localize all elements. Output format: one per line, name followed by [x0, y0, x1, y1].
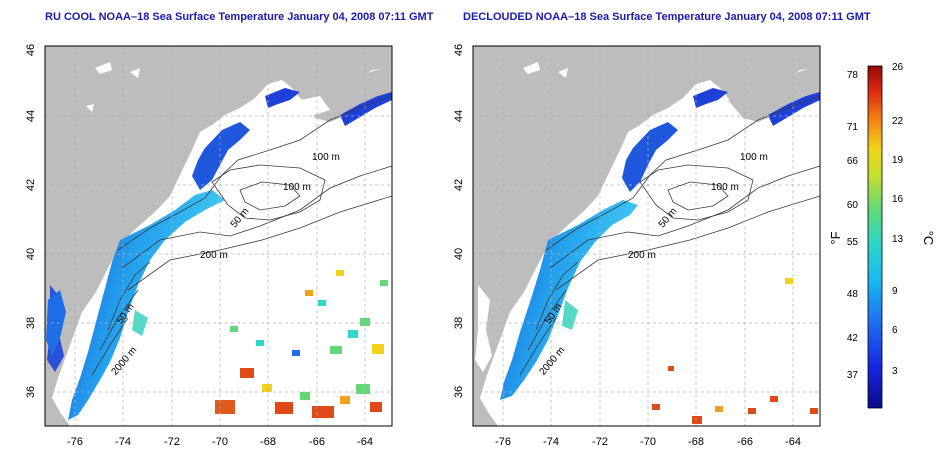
y-tick-label: 40 [25, 248, 37, 260]
fahrenheit-tick: 42 [847, 333, 859, 344]
sst-noise-patches [652, 278, 818, 424]
right-graticule [473, 46, 820, 426]
y-tick-label: 44 [453, 110, 465, 122]
left-map-panel: 100 m 100 m 50 m 200 m 50 m 2000 m -76 -… [25, 44, 393, 448]
fahrenheit-tick: 55 [847, 237, 859, 248]
colorbar-fahrenheit-ticks: 78 71 66 60 55 48 42 37 [847, 70, 859, 381]
sst-noise-patches [215, 270, 388, 418]
y-tick-label: 38 [453, 317, 465, 329]
celsius-tick: 3 [892, 366, 898, 377]
colorbar-celsius-ticks: 26 22 19 16 13 9 6 3 [892, 62, 904, 377]
celsius-tick: 6 [892, 325, 898, 336]
land-mass [473, 46, 820, 426]
sst-shelf-water [500, 200, 638, 400]
y-tick-label: 36 [453, 386, 465, 398]
x-tick-label: -76 [67, 436, 83, 448]
x-tick-label: -72 [592, 436, 608, 448]
fahrenheit-tick: 78 [847, 70, 859, 81]
fahrenheit-tick: 48 [847, 289, 859, 300]
x-tick-label: -70 [640, 436, 656, 448]
y-tick-label: 46 [25, 44, 37, 56]
x-tick-label: -68 [260, 436, 276, 448]
left-y-axis: 36 38 40 42 44 46 [25, 44, 37, 398]
y-tick-label: 42 [25, 179, 37, 191]
y-tick-label: 38 [25, 317, 37, 329]
y-tick-label: 40 [453, 248, 465, 260]
x-tick-label: -70 [212, 436, 228, 448]
x-tick-label: -64 [357, 436, 373, 448]
fahrenheit-tick: 37 [847, 370, 859, 381]
y-tick-label: 42 [453, 179, 465, 191]
celsius-unit-label: °C [921, 231, 936, 246]
contour-label: 100 m [711, 182, 739, 193]
right-map-panel: 100 m 100 m 50 m 200 m 50 m 2000 m -76 -… [453, 44, 821, 448]
celsius-tick: 26 [892, 62, 904, 73]
nova-scotia-land [728, 66, 820, 122]
x-tick-label: -66 [737, 436, 753, 448]
left-graticule [45, 46, 392, 426]
contour-label: 200 m [200, 250, 228, 261]
celsius-tick: 9 [892, 286, 898, 297]
land-mass [45, 46, 392, 426]
x-tick-label: -66 [309, 436, 325, 448]
y-tick-label: 36 [25, 386, 37, 398]
contour-label: 200 m [628, 250, 656, 261]
bathymetry-contours [91, 95, 392, 376]
fahrenheit-tick: 71 [847, 122, 859, 133]
celsius-tick: 16 [892, 194, 904, 205]
left-panel-title: RU COOL NOAA–18 Sea Surface Temperature … [45, 11, 434, 23]
left-x-axis: -76 -74 -72 -70 -68 -66 -64 [67, 436, 373, 448]
bathymetry-contours [519, 95, 820, 376]
right-y-axis: 36 38 40 42 44 46 [453, 44, 465, 398]
right-panel-title: DECLOUDED NOAA–18 Sea Surface Temperatur… [463, 11, 871, 23]
sst-shelf-water [68, 190, 225, 420]
x-tick-label: -76 [495, 436, 511, 448]
contour-label: 100 m [283, 182, 311, 193]
contour-label: 100 m [740, 152, 768, 163]
colorbar-gradient [867, 65, 883, 409]
celsius-tick: 13 [892, 234, 904, 245]
celsius-tick: 22 [892, 116, 904, 127]
x-tick-label: -72 [164, 436, 180, 448]
y-tick-label: 46 [453, 44, 465, 56]
x-tick-label: -74 [543, 436, 559, 448]
fahrenheit-tick: 60 [847, 200, 859, 211]
contour-label: 100 m [312, 152, 340, 163]
x-tick-label: -74 [115, 436, 131, 448]
x-tick-label: -68 [688, 436, 704, 448]
celsius-tick: 19 [892, 155, 904, 166]
fahrenheit-unit-label: °F [828, 231, 843, 244]
x-tick-label: -64 [785, 436, 801, 448]
right-x-axis: -76 -74 -72 -70 -68 -66 -64 [495, 436, 801, 448]
y-tick-label: 44 [25, 110, 37, 122]
fahrenheit-tick: 66 [847, 156, 859, 167]
temperature-colorbar: 78 71 66 60 55 48 42 37 26 22 19 16 13 9… [828, 62, 936, 409]
